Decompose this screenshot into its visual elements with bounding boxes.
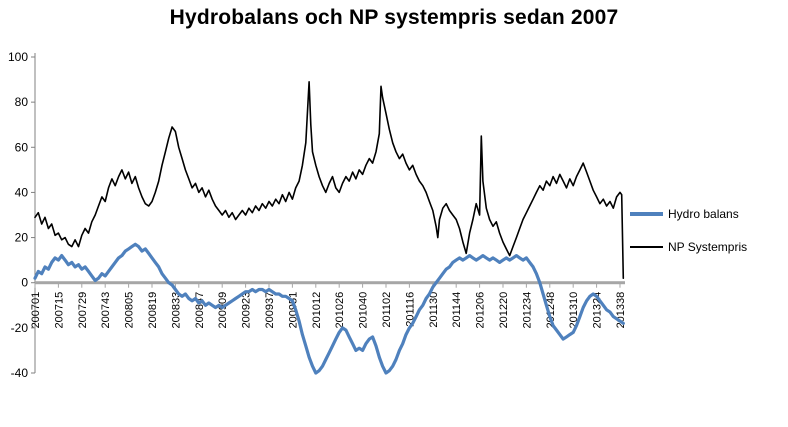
legend: Hydro balans NP Systempris bbox=[630, 207, 747, 273]
x-tick-label: 201102 bbox=[381, 292, 393, 328]
chart-title: Hydrobalans och NP systempris sedan 2007 bbox=[169, 6, 619, 29]
y-tick-label: -40 bbox=[11, 366, 29, 380]
x-tick-label: 201234 bbox=[521, 292, 533, 329]
y-tick-label: 60 bbox=[15, 140, 29, 154]
np-systempris-line-swatch bbox=[630, 246, 663, 248]
hydro-balans-line-swatch bbox=[630, 212, 663, 216]
x-tick-label: 201206 bbox=[475, 292, 487, 329]
x-tick-label: 200701 bbox=[30, 292, 42, 329]
x-tick-label: 200923 bbox=[241, 292, 253, 329]
x-tick-label: 201040 bbox=[358, 292, 370, 329]
x-tick-label: 200909 bbox=[217, 292, 229, 329]
series-line-np-systempris bbox=[34, 81, 625, 280]
legend-label-np-systempris: NP Systempris bbox=[668, 240, 748, 254]
x-tick-label: 200805 bbox=[124, 292, 136, 329]
x-tick-label: 200729 bbox=[77, 292, 89, 329]
y-tick-label: -20 bbox=[11, 321, 29, 335]
legend-label-hydro-balans: Hydro balans bbox=[668, 207, 739, 221]
x-tick-label: 201026 bbox=[334, 292, 346, 329]
series-line-hydro-balans bbox=[33, 242, 625, 375]
x-tick-label: 200743 bbox=[100, 292, 112, 329]
x-tick-label: 201144 bbox=[451, 292, 463, 328]
y-tick-label: 40 bbox=[15, 185, 29, 199]
legend-item-hydro-balans: Hydro balans bbox=[630, 207, 747, 221]
x-axis-line bbox=[35, 281, 625, 285]
x-tick-label: 201116 bbox=[404, 292, 416, 327]
y-tick-label: 0 bbox=[21, 276, 28, 290]
x-tick-label: 200819 bbox=[147, 292, 159, 329]
x-tick-label: 200937 bbox=[264, 292, 276, 329]
x-tick-label: 201310 bbox=[568, 292, 580, 329]
y-tick-label: 80 bbox=[15, 95, 29, 109]
legend-item-np-systempris: NP Systempris bbox=[630, 240, 747, 254]
x-tick-label: 200833 bbox=[170, 292, 182, 329]
x-tick-label: 201130 bbox=[428, 292, 440, 328]
x-tick-label: 201220 bbox=[498, 292, 510, 329]
x-tick-label: 201012 bbox=[311, 292, 323, 329]
y-tick-label: 20 bbox=[15, 231, 29, 245]
x-tick-label: 201248 bbox=[545, 292, 557, 329]
x-tick-label: 200715 bbox=[53, 292, 65, 329]
y-tick-label: 100 bbox=[8, 50, 28, 64]
